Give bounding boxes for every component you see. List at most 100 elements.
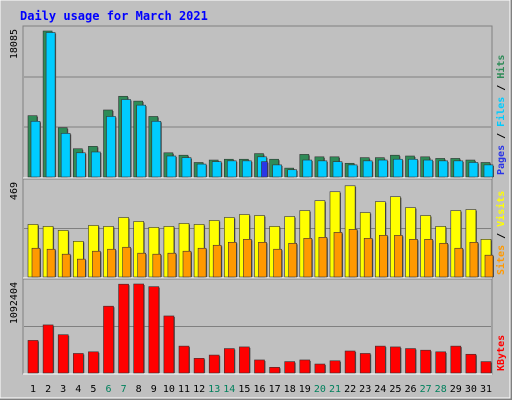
bar-files-day-9	[151, 120, 162, 178]
y-axis-max-label: 469	[9, 182, 20, 200]
bar-kbytes-day-27	[420, 349, 431, 374]
bar-files-day-28	[438, 160, 449, 178]
day-label: 15	[238, 384, 250, 395]
bar-files-day-13	[211, 161, 222, 178]
bar-sites-day-5	[92, 250, 101, 278]
bar-sites-day-3	[61, 253, 71, 278]
day-label: 31	[480, 384, 492, 395]
legend-label-part: /	[496, 79, 507, 97]
bar-kbytes-day-4	[73, 353, 84, 374]
bar-sites-day-9	[152, 253, 162, 278]
bar-kbytes-day-23	[359, 353, 371, 374]
bar-files-day-7	[121, 99, 131, 178]
bar-kbytes-day-21	[329, 360, 341, 374]
bar-sites-day-31	[484, 254, 494, 278]
y-axis-max-label: 1092404	[9, 282, 20, 324]
panels-layer: 18085 Pages / Files / Hits 469 Sites / Visi…	[9, 25, 507, 375]
bar-files-day-18	[287, 169, 298, 178]
bar-sites-day-8	[137, 252, 146, 278]
bar-files-day-10	[166, 155, 177, 178]
bar-sites-day-11	[182, 250, 192, 278]
bar-sites-day-28	[439, 242, 449, 278]
bar-sites-day-10	[167, 252, 177, 278]
bar-kbytes-day-7	[118, 283, 129, 374]
bar-kbytes-day-11	[178, 345, 190, 374]
legend-label-part: Pages	[496, 145, 507, 175]
legend-label-part: Files	[495, 97, 507, 127]
y-axis-max-label: 18085	[9, 29, 20, 59]
bar-kbytes-day-25	[390, 346, 401, 374]
bar-files-day-30	[468, 162, 479, 178]
bar-kbytes-day-8	[133, 283, 144, 374]
series-kbytes	[27, 283, 492, 374]
bar-kbytes-day-31	[480, 361, 492, 374]
right-legend-label: Sites / Visits	[495, 191, 507, 275]
bar-kbytes-day-22	[344, 350, 356, 374]
day-label: 14	[223, 384, 235, 395]
bar-sites-day-16	[258, 241, 267, 278]
bar-files-day-25	[393, 158, 403, 178]
day-label: 12	[193, 384, 205, 395]
bar-kbytes-day-29	[450, 345, 462, 374]
day-label: 30	[465, 384, 477, 395]
day-label: 28	[435, 384, 447, 395]
bar-sites-day-14	[228, 241, 237, 278]
day-label: 7	[121, 384, 127, 395]
bar-sites-day-24	[378, 235, 388, 278]
bar-files-day-6	[106, 116, 116, 178]
bar-sites-day-29	[454, 247, 464, 278]
bar-sites-day-4	[77, 258, 86, 278]
day-label: 2	[45, 384, 51, 395]
bar-files-day-26	[408, 158, 418, 178]
bar-files-day-19	[302, 159, 313, 178]
bar-kbytes-day-1	[27, 340, 39, 374]
day-label: 6	[105, 384, 111, 395]
series-pages	[261, 161, 269, 178]
bar-sites-day-27	[424, 239, 433, 278]
day-label: 11	[178, 384, 190, 395]
day-label: 21	[329, 384, 341, 395]
bar-files-day-4	[76, 152, 86, 178]
day-label: 13	[208, 384, 220, 395]
bar-sites-day-20	[318, 237, 328, 278]
right-legend-label: Pages / Files / Hits	[495, 55, 507, 175]
bar-sites-day-23	[363, 238, 373, 278]
legend-label-part: Visits	[495, 191, 507, 227]
bar-files-day-31	[483, 164, 494, 178]
day-label: 27	[420, 384, 432, 395]
day-label: 3	[60, 384, 66, 395]
bar-kbytes-day-5	[88, 351, 99, 374]
day-label: 22	[344, 384, 356, 395]
day-label: 17	[269, 384, 281, 395]
day-label: 24	[374, 384, 386, 395]
bar-files-day-29	[453, 160, 464, 178]
bar-files-day-24	[377, 159, 388, 178]
bar-files-day-5	[91, 151, 101, 178]
bar-files-day-11	[181, 157, 192, 178]
bar-kbytes-day-24	[374, 345, 386, 374]
bar-kbytes-day-15	[239, 346, 250, 374]
bar-sites-day-15	[243, 239, 252, 278]
bar-files-day-3	[60, 133, 71, 178]
bar-pages-day-16	[261, 161, 268, 178]
day-label: 1	[30, 384, 36, 395]
legend-label-part: Hits	[495, 55, 507, 79]
bar-kbytes-day-13	[208, 354, 220, 374]
bar-sites-day-7	[122, 246, 131, 278]
bar-kbytes-day-14	[224, 348, 235, 374]
legend-label-part: /	[496, 127, 507, 145]
day-label: 8	[136, 384, 142, 395]
day-label: 10	[163, 384, 175, 395]
bar-files-day-1	[30, 120, 41, 178]
panel-hits-files: 18085 Pages / Files / Hits	[9, 25, 507, 179]
bar-kbytes-day-17	[269, 366, 280, 374]
legend-label-part: /	[496, 227, 507, 245]
day-label: 25	[389, 384, 401, 395]
right-legend-label: KBytes	[496, 335, 507, 371]
bar-sites-day-19	[303, 238, 313, 278]
bar-files-day-8	[136, 104, 146, 178]
bar-sites-day-17	[273, 248, 282, 278]
day-label: 26	[404, 384, 416, 395]
bar-sites-day-13	[212, 244, 222, 278]
